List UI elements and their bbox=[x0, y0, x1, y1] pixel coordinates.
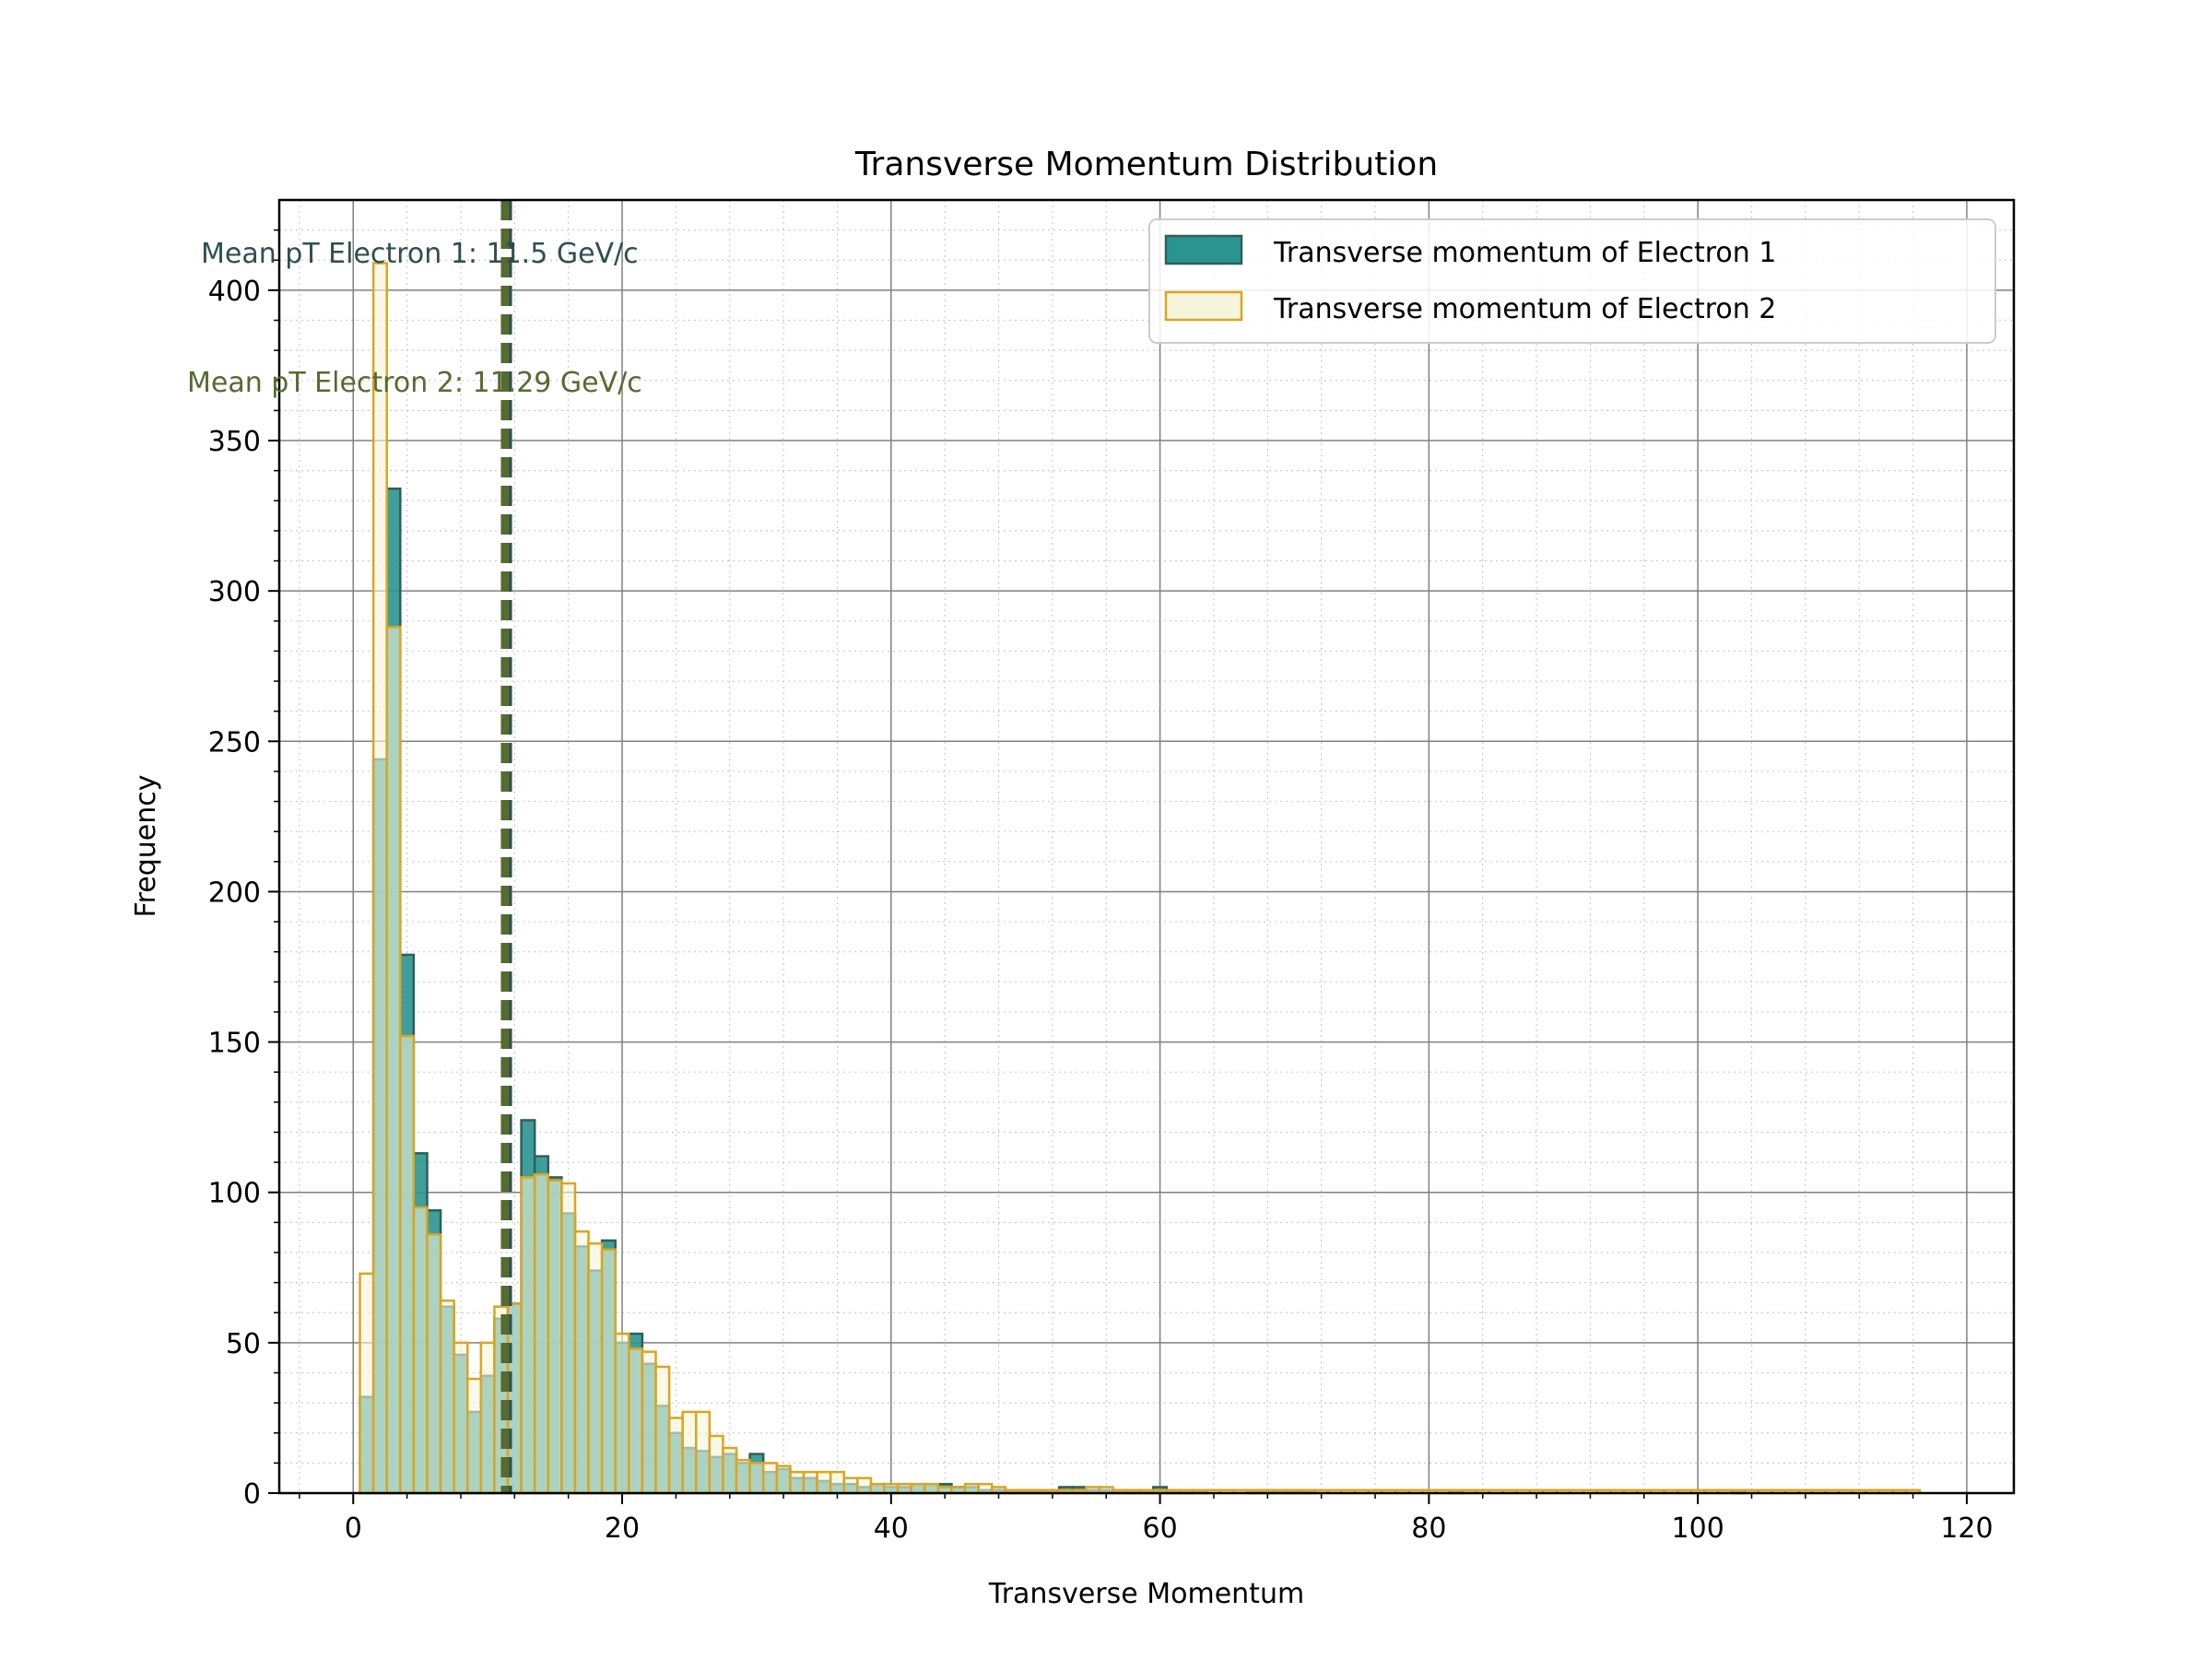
series-2-bar bbox=[816, 1470, 832, 1495]
series-2-bar bbox=[614, 1332, 630, 1495]
series-2-bar bbox=[910, 1482, 926, 1495]
series-2-bar bbox=[520, 1176, 536, 1495]
series-2-bar bbox=[883, 1482, 900, 1495]
series-2-bar bbox=[547, 1179, 563, 1495]
series-2-bar bbox=[479, 1341, 496, 1495]
series-2-bar bbox=[465, 1377, 483, 1495]
series-2-bar bbox=[775, 1465, 792, 1495]
series-2-bar bbox=[641, 1350, 657, 1495]
series-2-bar bbox=[708, 1434, 724, 1495]
legend-swatch-electron-1 bbox=[1164, 234, 1243, 265]
series-2-bar bbox=[426, 1233, 442, 1495]
series-2-bar bbox=[453, 1341, 469, 1495]
plot-frame bbox=[277, 198, 2016, 1495]
series-2-bar bbox=[963, 1482, 980, 1495]
series-2-bar bbox=[439, 1299, 455, 1495]
series-2-bar bbox=[924, 1482, 940, 1495]
x-tick-label: 60 bbox=[1142, 1512, 1177, 1545]
y-tick-label: 200 bbox=[208, 877, 261, 909]
series-2-bar bbox=[869, 1482, 886, 1495]
x-tick-label: 120 bbox=[1940, 1512, 1993, 1545]
series-2-bar bbox=[977, 1482, 994, 1495]
y-tick-label: 150 bbox=[208, 1028, 261, 1060]
series-2-bar bbox=[628, 1347, 644, 1495]
series-2-bar bbox=[371, 262, 388, 1495]
series-2-bar bbox=[681, 1410, 698, 1495]
series-2-bar bbox=[856, 1477, 873, 1495]
y-tick-label: 300 bbox=[208, 576, 261, 608]
y-tick-label: 250 bbox=[208, 726, 261, 759]
series-2-bar bbox=[385, 626, 402, 1495]
series-2-bar bbox=[842, 1477, 859, 1495]
mean-annotation-2: Mean pT Electron 2: 11.29 GeV/c bbox=[187, 367, 642, 399]
x-axis-label: Transverse Momentum bbox=[988, 1578, 1304, 1610]
series-2-bar bbox=[748, 1462, 765, 1495]
mean-lines bbox=[500, 200, 512, 1493]
series-2-bar bbox=[573, 1230, 590, 1495]
y-tick-label: 0 bbox=[243, 1478, 261, 1511]
series-2-bar bbox=[412, 1206, 429, 1495]
series-2-bar bbox=[789, 1470, 806, 1495]
series-2-bar bbox=[802, 1470, 818, 1495]
y-tick-label: 100 bbox=[208, 1178, 261, 1210]
y-tick-label: 50 bbox=[226, 1328, 261, 1360]
y-tick-label: 400 bbox=[208, 276, 261, 308]
series-2-bar bbox=[359, 1272, 375, 1495]
series-2-bar bbox=[654, 1365, 671, 1495]
series-2-bar bbox=[399, 1034, 416, 1495]
series-2-bar bbox=[722, 1446, 738, 1495]
x-tick-label: 0 bbox=[345, 1512, 362, 1545]
series-2-bar bbox=[735, 1458, 751, 1495]
series-2-bar bbox=[533, 1172, 550, 1495]
legend-swatch-electron-2 bbox=[1164, 290, 1243, 322]
series-2-bar bbox=[695, 1410, 712, 1495]
y-tick-label: 350 bbox=[208, 426, 261, 458]
x-tick-label: 80 bbox=[1411, 1512, 1446, 1545]
legend-box bbox=[1148, 218, 1996, 344]
x-tick-label: 100 bbox=[1672, 1512, 1724, 1545]
series-2-bar bbox=[560, 1182, 577, 1495]
mean-annotation-1: Mean pT Electron 1: 11.5 GeV/c bbox=[201, 238, 639, 270]
x-tick-label: 40 bbox=[874, 1512, 909, 1545]
series-2-bar bbox=[829, 1470, 845, 1495]
series-2-bar bbox=[667, 1417, 684, 1495]
series-2-bar bbox=[587, 1241, 604, 1495]
chart-title: Transverse Momentum Distribution bbox=[854, 146, 1438, 183]
legend: Transverse momentum of Electron 1 Transv… bbox=[1148, 218, 1996, 344]
series-2-bar bbox=[896, 1482, 912, 1495]
x-axis-ticks: 0 20 40 60 80 100 120 bbox=[299, 1493, 1994, 1545]
legend-label-electron-1: Transverse momentum of Electron 1 bbox=[1273, 237, 1776, 269]
series-2-bar bbox=[761, 1462, 779, 1495]
y-axis-ticks: 0 50 100 150 200 250 300 350 400 bbox=[208, 229, 279, 1511]
x-tick-label: 20 bbox=[605, 1512, 640, 1545]
series-2-bar bbox=[600, 1248, 617, 1495]
legend-label-electron-2: Transverse momentum of Electron 2 bbox=[1273, 293, 1776, 325]
y-axis-label: Frequency bbox=[130, 775, 162, 918]
